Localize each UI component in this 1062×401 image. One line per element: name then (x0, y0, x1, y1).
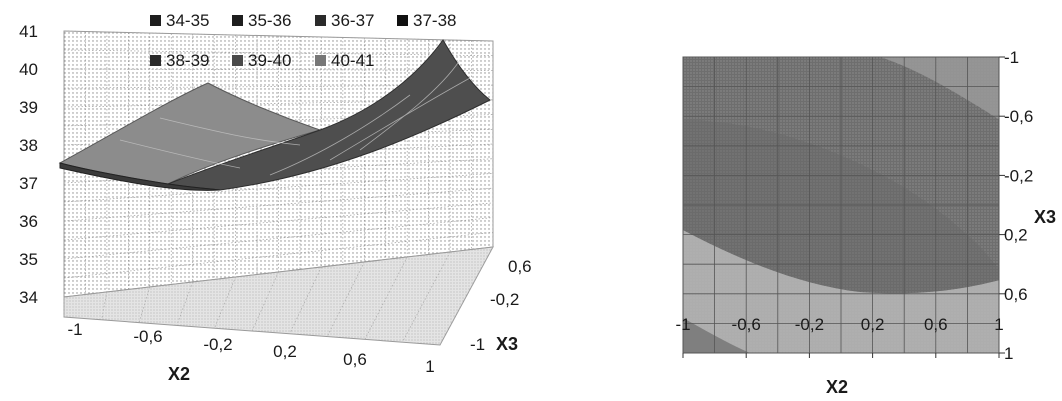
surface-right-sheet (166, 39, 491, 191)
legend: 34-35 35-36 36-37 37-38 38-39 39-40 40-41 (150, 11, 456, 70)
y-tick-label: -1 (470, 335, 485, 354)
x-tick-label: -1 (67, 320, 82, 339)
surface-mesh (119, 59, 471, 176)
contour-x-tick-label: -1 (675, 315, 690, 334)
contour-x-tick-label: -0,6 (732, 315, 761, 334)
z-tick-label: 37 (19, 174, 38, 193)
x-tick-label: 0,2 (273, 342, 297, 361)
floor-gridline (364, 256, 408, 340)
contour-x-tick-label: -0,2 (795, 315, 824, 334)
x-tick-label: 0,6 (343, 350, 367, 369)
legend-label: 37-38 (413, 11, 456, 30)
contour-y-tick-label: 1 (1004, 344, 1013, 363)
legend-label: 35-36 (248, 11, 291, 30)
legend-swatch (315, 55, 326, 66)
contour-region-corner (683, 318, 750, 353)
legend-swatch (150, 15, 161, 26)
x-axis-title: X2 (168, 364, 190, 384)
x-axis-ticks: -1 -0,6 -0,2 0,2 0,6 1 (67, 320, 434, 376)
z-tick-label: 34 (19, 288, 38, 307)
contour-region-topright (880, 57, 999, 120)
floor-gridline (138, 286, 151, 323)
contour-y-tick-label: -0,2 (1004, 166, 1033, 185)
contour-y-tick-label: 0,2 (1004, 226, 1028, 245)
legend-label: 36-37 (331, 11, 374, 30)
legend-label: 39-40 (248, 51, 291, 70)
floor-gridline (251, 271, 279, 332)
floor-gridline (439, 246, 494, 346)
wall-gridline (63, 49, 494, 57)
contour-chart: -1 -0,6 -0,2 0,2 0,6 1 -1-0,6-0,20,20,61 X2 X… (675, 48, 1056, 397)
legend-swatch (232, 15, 243, 26)
z-tick-label: 40 (19, 60, 38, 79)
contour-x-tick-label: 0,2 (861, 315, 885, 334)
z-tick-label: 41 (19, 22, 38, 41)
contour-x-tick-label: 1 (994, 315, 1003, 334)
contour-y-tick-label: -1 (1004, 48, 1019, 67)
contour-x-axis-title: X2 (826, 377, 848, 397)
contour-y-tick-label: 0,6 (1004, 285, 1028, 304)
contour-x-axis-ticks: -1 -0,6 -0,2 0,2 0,6 1 (675, 315, 1004, 358)
x-tick-label: 1 (425, 357, 434, 376)
z-tick-label: 35 (19, 250, 38, 269)
z-axis-ticks: 34 35 36 37 38 39 40 41 (19, 22, 38, 307)
y-axis-ticks: -1 -0,2 0,6 (470, 257, 532, 354)
z-tick-label: 38 (19, 136, 38, 155)
legend-swatch (315, 15, 326, 26)
legend-label: 38-39 (166, 51, 209, 70)
surface-front-band (59, 162, 221, 191)
contour-frame (682, 56, 1000, 354)
surface-chart: 34 35 36 37 38 39 40 41 -1 -0,6 -0,2 0,2 0,6 1 -1 -0,… (19, 11, 532, 384)
floor-gridline (214, 276, 236, 329)
floor-gridline (402, 251, 451, 343)
contour-y-axis-ticks: -1 -0,6 -0,2 0,2 0,6 1 (999, 48, 1033, 363)
z-tick-label: 39 (19, 98, 38, 117)
legend-swatch (397, 15, 408, 26)
contour-y-axis-title: X3 (1034, 207, 1056, 227)
y-axis-title: X3 (496, 334, 518, 354)
floor-gridline (176, 281, 194, 326)
z-tick-label: 36 (19, 212, 38, 231)
legend-label: 34-35 (166, 11, 209, 30)
contour-y-tick-label: -0,6 (1004, 107, 1033, 126)
x-tick-label: -0,2 (203, 335, 232, 354)
legend-swatch (232, 55, 243, 66)
y-tick-label: 0,6 (508, 257, 532, 276)
contour-gridlines (683, 57, 999, 353)
legend-label: 40-41 (331, 51, 374, 70)
x-tick-label: -0,6 (133, 327, 162, 346)
contour-x-tick-label: 0,6 (924, 315, 948, 334)
floor-gridline (101, 291, 108, 320)
legend-swatch (150, 55, 161, 66)
y-tick-label: -0,2 (490, 290, 519, 309)
